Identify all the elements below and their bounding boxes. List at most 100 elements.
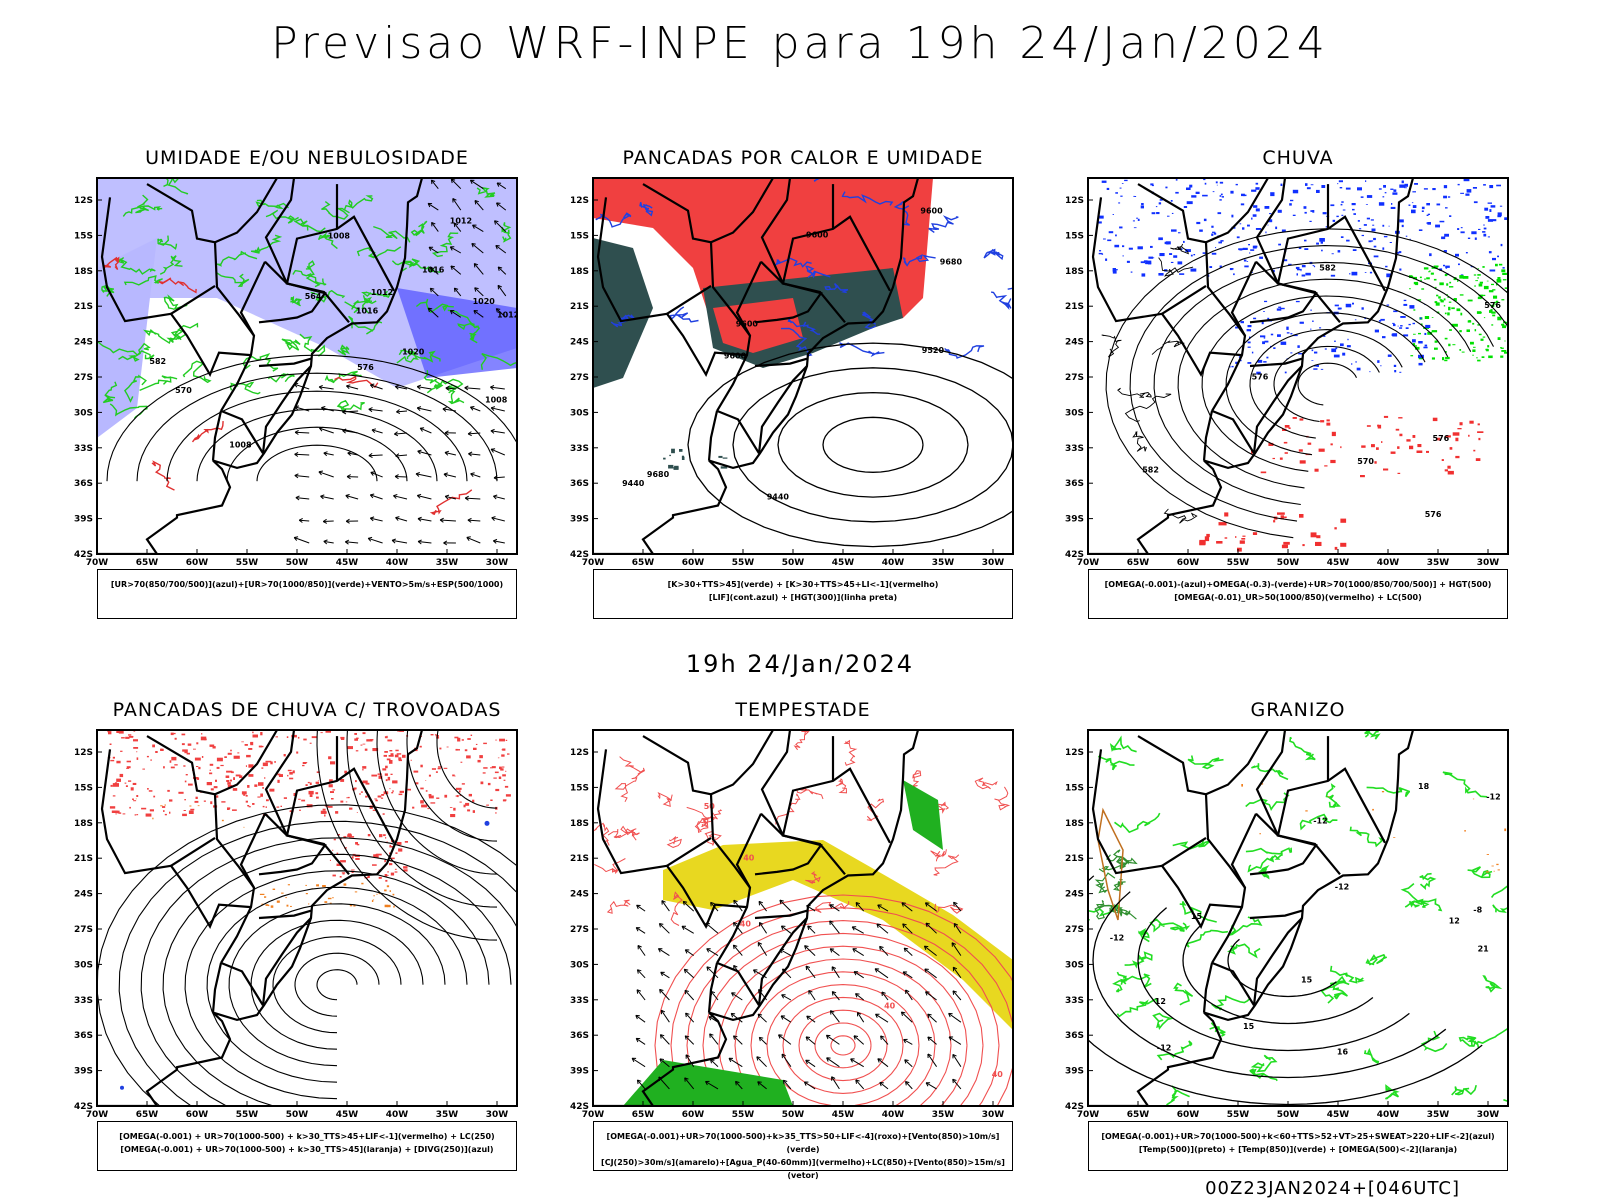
rain-cell — [1361, 445, 1366, 448]
omega-strong-cell — [1449, 286, 1454, 288]
rain-cell — [1432, 417, 1438, 422]
wind-vector — [905, 989, 910, 995]
omega-weak-cell — [1373, 255, 1379, 258]
rain-cell — [1417, 444, 1422, 448]
wind-vector — [855, 1079, 860, 1084]
omega-weak-cell — [1247, 346, 1251, 348]
omega-weak-cell — [1353, 213, 1356, 215]
omega-strong-cell — [1488, 290, 1494, 293]
omega-strong-cell — [1476, 311, 1482, 314]
wind-vector — [393, 494, 398, 499]
storm-cell — [315, 781, 320, 784]
shower-cell — [272, 888, 276, 890]
omega-weak-cell — [1255, 187, 1260, 190]
lon-tick-label: 40W — [882, 558, 905, 568]
shower-cell — [286, 904, 289, 907]
wind-vector — [661, 900, 670, 912]
temperature-850-contour — [1152, 1012, 1174, 1031]
storm-cell — [221, 801, 226, 803]
omega-strong-cell — [1424, 278, 1427, 280]
omega-weak-cell — [1335, 347, 1338, 350]
wind-vector — [395, 386, 408, 390]
wind-vector — [474, 200, 479, 205]
wind-vector — [877, 1058, 882, 1063]
omega-strong-cell — [1434, 286, 1437, 288]
rain-cell — [1216, 541, 1223, 544]
wind-vector — [342, 430, 359, 434]
political-border — [146, 735, 256, 964]
omega-weak-cell — [1363, 224, 1367, 226]
omega-weak-cell — [1386, 304, 1390, 306]
wind-vector — [756, 1056, 767, 1068]
lon-tick-label: 45W — [1327, 558, 1350, 568]
rain-cell — [1199, 539, 1206, 545]
omega-weak-cell — [1342, 352, 1346, 356]
contour-label: 1012 — [450, 216, 472, 225]
omega-strong-cell — [1433, 265, 1439, 268]
omega-weak-cell — [1391, 203, 1393, 205]
wind-vector — [417, 518, 432, 522]
wind-vector — [855, 993, 865, 1001]
wind-vector — [925, 922, 937, 934]
storm-cell — [390, 753, 394, 757]
omega-weak-cell — [1382, 196, 1385, 198]
storm-cell — [133, 730, 136, 732]
omega-weak-cell — [1235, 326, 1238, 329]
forecast-time-label: 19h 24/Jan/2024 — [685, 650, 915, 678]
omega-weak-cell — [1263, 337, 1266, 339]
wind-vector — [469, 179, 475, 185]
omega-weak-cell — [1369, 371, 1371, 373]
storm-cell — [454, 775, 456, 777]
wind-vector — [850, 1058, 864, 1068]
omega-weak-cell — [1447, 196, 1451, 198]
humidity-low-contour — [373, 225, 411, 243]
wind-vector — [466, 536, 481, 544]
omega-strong-cell — [1499, 305, 1501, 307]
lat-tick-label: 27S — [74, 925, 93, 935]
omega-weak-cell — [1186, 201, 1193, 205]
wind-vector — [684, 1035, 695, 1045]
wind-vector — [431, 221, 436, 227]
storm-cell — [387, 871, 389, 873]
omega-strong-cell — [1433, 278, 1437, 281]
omega-weak-cell — [1441, 236, 1446, 240]
omega-weak-cell — [1357, 220, 1360, 222]
storm-cell — [203, 800, 206, 802]
streamline — [228, 903, 446, 1067]
wind-vector — [902, 923, 913, 934]
storm-cell — [260, 793, 263, 797]
shower-cell — [327, 897, 332, 900]
storm-cell — [325, 730, 331, 733]
wind-vector — [952, 1053, 957, 1059]
wind-vector — [831, 966, 840, 979]
lat-tick-label: 36S — [74, 1031, 93, 1041]
omega-weak-cell — [1421, 210, 1424, 212]
storm-cell — [389, 760, 393, 764]
storm-cell — [237, 752, 240, 754]
rain-cell — [1426, 450, 1429, 453]
wind-vector — [416, 384, 422, 390]
omega-weak-cell — [1418, 362, 1423, 366]
wind-vector — [805, 965, 811, 971]
storm-cell — [437, 767, 441, 770]
rain-cell — [1279, 457, 1283, 460]
wind-vector — [444, 494, 450, 500]
omega-weak-cell — [1255, 228, 1262, 230]
wind-vector — [443, 473, 457, 478]
wind-vector — [294, 451, 299, 457]
omega-weak-cell — [1170, 261, 1174, 263]
wind-vector — [780, 1015, 792, 1023]
wind-vector — [470, 472, 475, 478]
storm-cell — [111, 810, 118, 813]
storm-cell — [365, 795, 368, 798]
storm-cell — [270, 761, 273, 765]
wind-vector — [881, 991, 886, 996]
omega-weak-cell — [1150, 183, 1154, 186]
omega-weak-cell — [1215, 247, 1217, 249]
omega-strong-cell — [1454, 324, 1457, 326]
omega-weak-cell — [1216, 184, 1218, 186]
lat-tick-label: 33S — [1065, 996, 1084, 1006]
omega-weak-cell — [1411, 209, 1416, 214]
wind-vector — [452, 198, 462, 211]
omega-weak-cell — [1152, 257, 1155, 259]
